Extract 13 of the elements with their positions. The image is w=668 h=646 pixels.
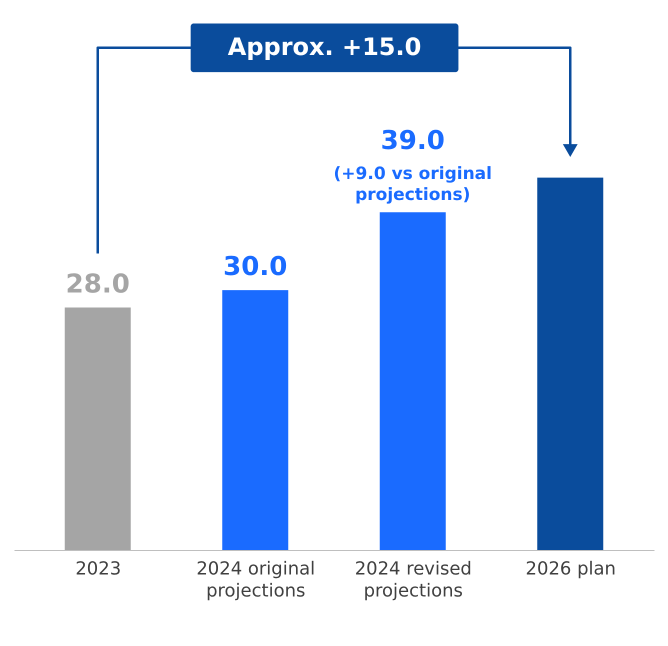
bar — [222, 290, 288, 550]
x-tick-label: 2026 plan — [526, 558, 616, 580]
bar — [537, 178, 604, 550]
bar — [380, 212, 446, 550]
annotation: (+9.0 vs original projections) — [334, 164, 492, 206]
data-label: 28.0 — [66, 270, 130, 300]
x-tick-label: 2023 — [75, 558, 122, 580]
x-tick-label: 2024 revised projections — [354, 558, 472, 602]
x-tick-label: 2024 original projections — [196, 558, 316, 602]
text: Approx. +15.0 — [228, 32, 422, 61]
data-label: 39.0 — [380, 126, 445, 156]
data-label: 30.0 — [223, 252, 288, 282]
bar — [64, 308, 131, 550]
